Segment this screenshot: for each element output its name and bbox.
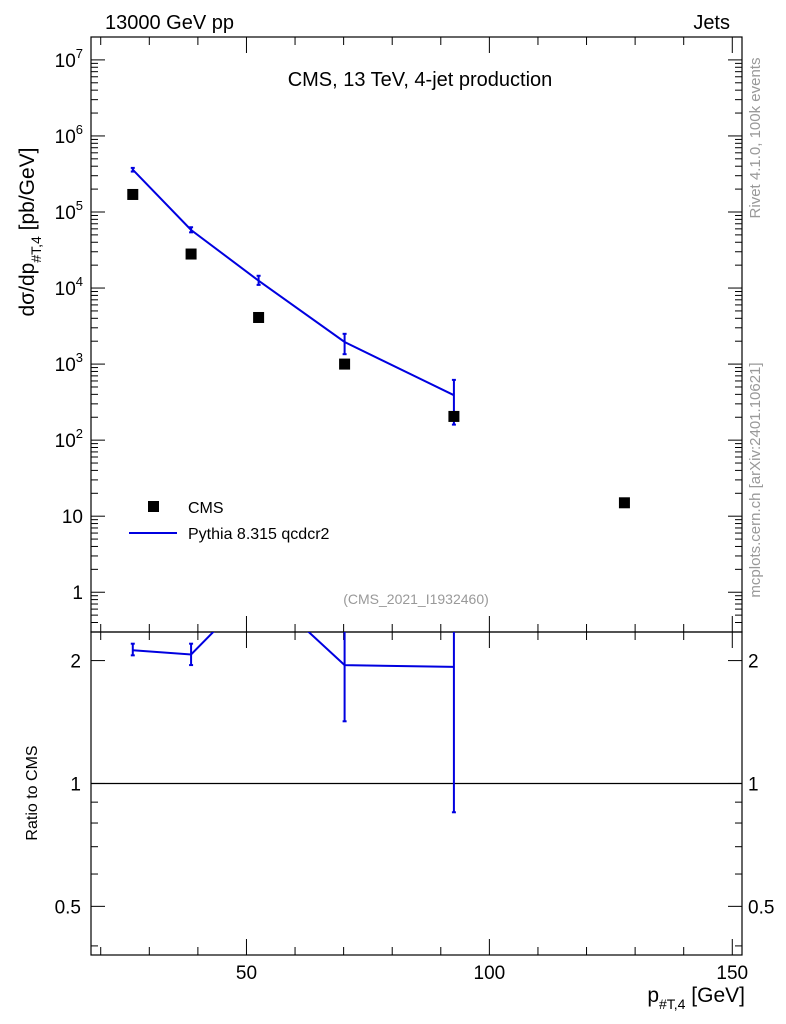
data-point (127, 188, 139, 200)
header-right: Jets (693, 12, 730, 34)
x-ticks (100, 37, 733, 955)
y-tick-label: 0.5 (55, 897, 81, 918)
main-y-tick-labels: 1 10 102 103 104 105 106 107 (55, 46, 83, 604)
data-point (253, 311, 265, 323)
legend-label-pythia: Pythia 8.315 qcdcr2 (188, 526, 330, 543)
ratio-y-axis-label: Ratio to CMS (24, 745, 41, 840)
y-tick-label: 1 (748, 774, 759, 795)
x-axis-label: p#T,4 [GeV] (647, 984, 745, 1012)
x-tick-label: 50 (236, 963, 257, 984)
mc-line (132, 169, 455, 397)
legend: CMS Pythia 8.315 qcdcr2 (129, 500, 330, 543)
legend-label-cms: CMS (188, 500, 224, 517)
y-tick-label: 1 (70, 774, 81, 795)
main-mc-series (130, 166, 456, 426)
main-y-ticks (91, 36, 742, 633)
ratio-mc-series (130, 632, 456, 814)
ratio-y-ticks (91, 660, 742, 947)
y-tick-label: 104 (55, 274, 83, 300)
chart-title: CMS, 13 TeV, 4-jet production (288, 69, 553, 91)
y-tick-label: 105 (55, 198, 83, 224)
data-point (448, 410, 460, 422)
rivet-version-label: Rivet 4.1.0, 100k events (747, 58, 764, 219)
y-tick-label: 107 (55, 46, 83, 72)
main-y-axis-label: dσ/dp#T,4 [pb/GeV] (16, 147, 44, 316)
data-point (185, 248, 197, 260)
data-point (339, 358, 351, 370)
ratio-panel-frame (90, 631, 743, 956)
analysis-label: (CMS_2021_I1932460) (343, 591, 489, 607)
header-left: 13000 GeV pp (105, 12, 234, 34)
y-tick-label: 102 (55, 426, 83, 452)
y-tick-label: 2 (748, 652, 759, 673)
x-tick-label: 150 (716, 963, 748, 984)
y-tick-label: 103 (55, 350, 83, 376)
y-tick-label: 0.5 (748, 897, 774, 918)
data-point (618, 497, 630, 509)
ratio-line (132, 632, 454, 668)
y-tick-label: 106 (55, 122, 83, 148)
legend-marker-cms (148, 501, 159, 512)
mcplots-label: mcplots.cern.ch [arXiv:2401.10621] (747, 362, 764, 597)
ratio-y-tick-labels: 0.5 0.5 1 1 2 2 (55, 652, 775, 919)
x-tick-labels: 50 100 150 (236, 963, 748, 984)
y-tick-label: 2 (70, 652, 81, 673)
x-tick-label: 100 (474, 963, 506, 984)
y-tick-label: 10 (62, 507, 83, 528)
main-data-series (127, 188, 630, 509)
y-tick-label: 1 (72, 583, 83, 604)
